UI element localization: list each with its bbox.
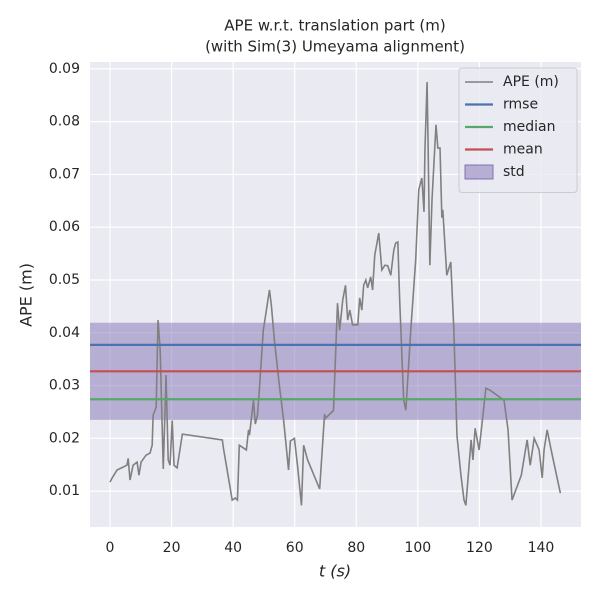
x-axis-label: t (s) xyxy=(319,562,351,581)
x-tick-label: 80 xyxy=(347,540,365,556)
x-tick-label: 40 xyxy=(224,540,242,556)
x-tick-label: 0 xyxy=(106,540,115,556)
y-tick-label: 0.06 xyxy=(49,219,80,235)
chart-title: APE w.r.t. translation part (m) xyxy=(224,17,445,35)
legend-label: rmse xyxy=(503,97,538,113)
legend-swatch xyxy=(464,164,494,180)
x-tick-label: 20 xyxy=(163,540,181,556)
legend-label: mean xyxy=(503,142,543,158)
chart-subtitle: (with Sim(3) Umeyama alignment) xyxy=(205,38,465,56)
x-tick-label: 100 xyxy=(404,540,431,556)
y-tick-label: 0.02 xyxy=(49,430,80,446)
legend-label: std xyxy=(503,164,525,180)
data-line xyxy=(109,82,562,506)
y-tick-label: 0.09 xyxy=(49,61,80,77)
y-tick-label: 0.07 xyxy=(49,166,80,182)
legend-label: median xyxy=(503,119,555,135)
y-tick-label: 0.08 xyxy=(49,114,80,130)
x-tick-label: 60 xyxy=(286,540,304,556)
y-tick-label: 0.03 xyxy=(49,378,80,394)
x-tick-label: 140 xyxy=(528,540,555,556)
legend-box xyxy=(458,67,578,193)
y-tick-label: 0.01 xyxy=(49,483,80,499)
legend-label: APE (m) xyxy=(503,74,559,90)
x-tick-label: 120 xyxy=(466,540,493,556)
y-tick-label: 0.04 xyxy=(49,325,80,341)
y-axis-label: APE (m) xyxy=(17,263,36,327)
y-tick-label: 0.05 xyxy=(49,272,80,288)
